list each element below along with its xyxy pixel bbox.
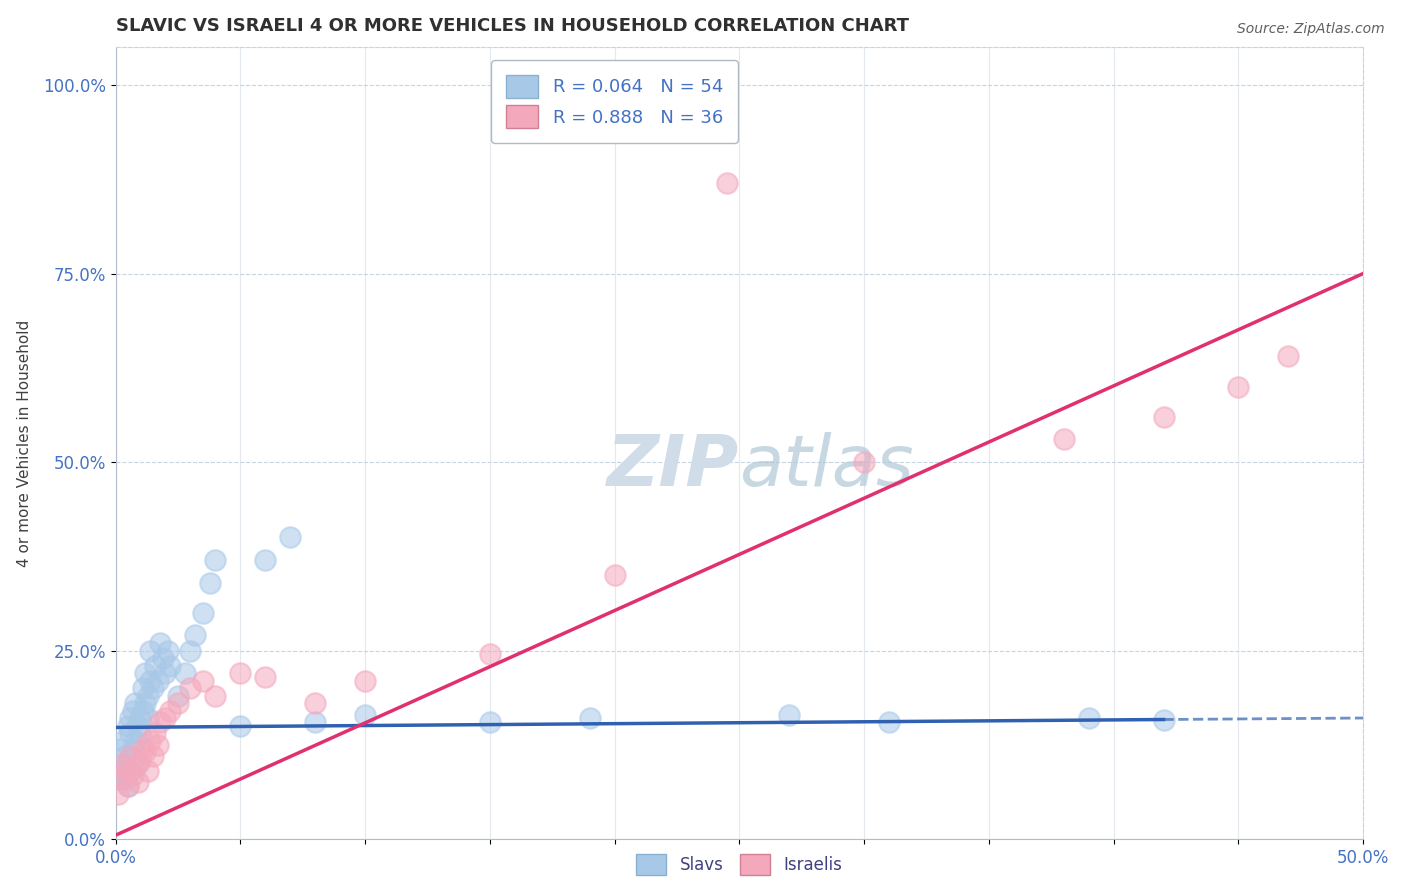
Point [117, 779, 139, 793]
Point [191, 606, 214, 620]
Point [156, 643, 179, 657]
Point [111, 756, 134, 771]
Point [149, 636, 172, 650]
Point [603, 568, 626, 582]
Point [354, 707, 377, 722]
Point [204, 553, 226, 567]
Point [110, 741, 132, 756]
Point [179, 681, 201, 696]
Legend: Slavs, Israelis: Slavs, Israelis [630, 847, 849, 882]
Point [478, 715, 501, 730]
Point [111, 756, 134, 771]
Point [254, 553, 277, 567]
Point [122, 741, 145, 756]
Point [139, 734, 162, 748]
Point [129, 711, 152, 725]
Point [124, 734, 146, 748]
Point [139, 643, 162, 657]
Point [184, 628, 207, 642]
Point [174, 666, 197, 681]
Y-axis label: 4 or more Vehicles in Household: 4 or more Vehicles in Household [17, 319, 32, 566]
Point [122, 768, 145, 782]
Point [159, 704, 181, 718]
Text: Source: ZipAtlas.com: Source: ZipAtlas.com [1237, 22, 1385, 37]
Point [117, 779, 139, 793]
Text: ZIP: ZIP [607, 433, 740, 501]
Point [853, 455, 876, 469]
Point [778, 707, 800, 722]
Point [304, 696, 326, 710]
Point [278, 530, 301, 544]
Point [877, 715, 900, 730]
Point [152, 651, 174, 665]
Text: SLAVIC VS ISRAELI 4 OR MORE VEHICLES IN HOUSEHOLD CORRELATION CHART: SLAVIC VS ISRAELI 4 OR MORE VEHICLES IN … [115, 17, 908, 35]
Point [167, 689, 190, 703]
Point [132, 741, 155, 756]
Point [120, 711, 142, 725]
Point [146, 738, 169, 752]
Point [132, 704, 155, 718]
Point [146, 673, 169, 688]
Point [1153, 409, 1175, 424]
Point [129, 726, 152, 740]
Point [124, 760, 146, 774]
Point [134, 696, 156, 710]
Point [129, 753, 152, 767]
Point [304, 715, 326, 730]
Point [1227, 379, 1250, 393]
Point [354, 673, 377, 688]
Point [111, 734, 134, 748]
Point [122, 704, 145, 718]
Point [107, 772, 129, 786]
Point [229, 666, 252, 681]
Point [107, 787, 129, 801]
Point [127, 719, 149, 733]
Point [254, 670, 277, 684]
Text: atlas: atlas [740, 433, 914, 501]
Point [134, 666, 156, 681]
Point [1077, 711, 1099, 725]
Point [136, 689, 159, 703]
Point [136, 711, 159, 725]
Point [127, 756, 149, 771]
Point [716, 176, 738, 190]
Point [179, 643, 201, 657]
Point [155, 666, 177, 681]
Point [127, 775, 149, 789]
Point [229, 719, 252, 733]
Point [136, 764, 159, 779]
Point [120, 726, 142, 740]
Point [204, 689, 226, 703]
Point [114, 772, 136, 786]
Point [142, 749, 165, 764]
Point [132, 681, 155, 696]
Point [142, 681, 165, 696]
Point [478, 648, 501, 662]
Point [114, 764, 136, 779]
Point [1053, 433, 1076, 447]
Point [139, 673, 162, 688]
Point [134, 745, 156, 759]
Point [167, 696, 190, 710]
Point [145, 658, 167, 673]
Point [1277, 350, 1299, 364]
Point [578, 711, 600, 725]
Point [120, 749, 142, 764]
Point [155, 711, 177, 725]
Point [200, 575, 222, 590]
Point [124, 696, 146, 710]
Point [117, 719, 139, 733]
Point [120, 764, 142, 779]
Point [110, 772, 132, 786]
Point [149, 715, 172, 730]
Point [1153, 713, 1175, 727]
Point [110, 764, 132, 779]
Point [145, 726, 167, 740]
Point [159, 658, 181, 673]
Point [114, 749, 136, 764]
Point [191, 673, 214, 688]
